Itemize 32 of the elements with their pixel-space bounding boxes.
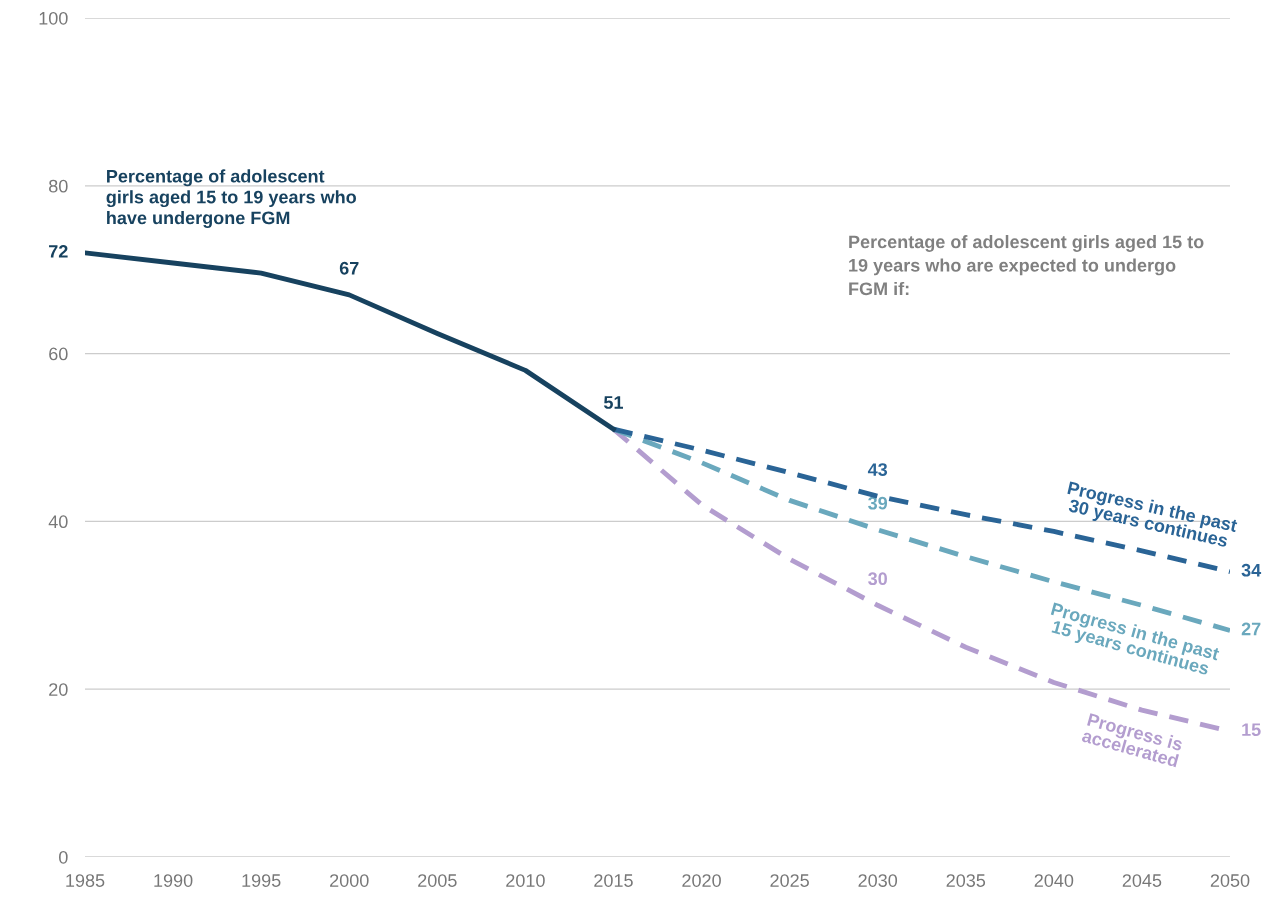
y-tick-label: 100: [39, 11, 68, 25]
data-label: 67: [339, 261, 359, 275]
data-label: 34: [1241, 563, 1262, 577]
x-tick-label: 2020: [682, 874, 721, 887]
data-label: 30: [868, 572, 887, 586]
data-label: 39: [868, 496, 888, 510]
x-tick-label: 2045: [1122, 874, 1162, 887]
data-label: 72: [49, 244, 68, 258]
x-tick-label: 2015: [594, 874, 633, 887]
text: Progress in the past 30 years continues: [1066, 480, 1239, 551]
data-label: 43: [867, 463, 888, 477]
x-tick-label: 1995: [242, 874, 281, 887]
x-tick-label: 2010: [506, 874, 545, 887]
data-label: 51: [603, 396, 623, 409]
series-label: Percentage of adolescent girls aged 15 to 19 years who have undergone FGM: [106, 169, 356, 228]
y-tick-label: 60: [49, 347, 68, 361]
data-label: 15: [1242, 723, 1261, 736]
x-tick-label: 2025: [770, 874, 809, 887]
y-tick-label: 80: [49, 179, 68, 193]
x-tick-label: 1990: [154, 874, 193, 887]
x-tick-label: 2035: [946, 874, 986, 887]
x-tick-label: 2000: [330, 874, 369, 887]
y-tick-label: 40: [48, 515, 68, 529]
x-tick-label: 2030: [858, 874, 898, 887]
x-tick-label: 2050: [1210, 874, 1250, 887]
annotation: Percentage of adolescent girls aged 15 to 19 years who are expected to undergo FGM if:: [849, 235, 1204, 296]
x-tick-label: 2040: [1034, 874, 1074, 887]
y-tick-label: 20: [49, 683, 68, 696]
data-label: 27: [1241, 622, 1261, 636]
x-tick-label: 1985: [66, 874, 105, 887]
x-tick-label: 2005: [418, 874, 457, 887]
y-tick-label: 0: [59, 850, 68, 864]
